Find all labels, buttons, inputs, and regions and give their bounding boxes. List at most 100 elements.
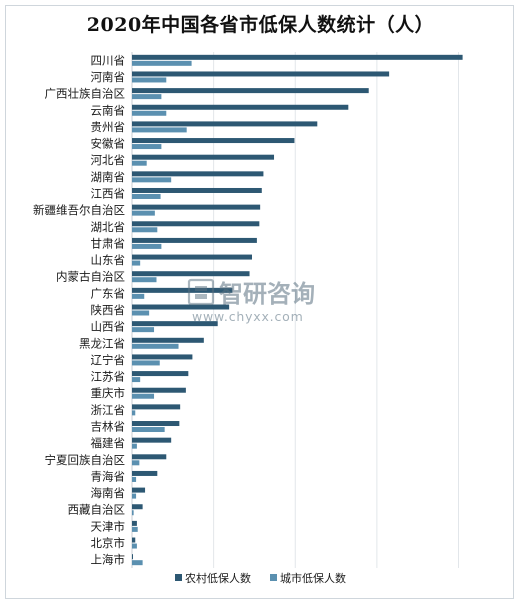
legend-swatch-rural bbox=[175, 574, 182, 581]
bar-urban-13 bbox=[132, 277, 157, 283]
category-label-23: 福建省 bbox=[91, 436, 126, 450]
bar-urban-10 bbox=[132, 227, 158, 233]
category-label-16: 山西省 bbox=[91, 320, 126, 334]
bar-rural-15 bbox=[132, 304, 230, 310]
bar-urban-25 bbox=[132, 476, 137, 482]
category-label-22: 吉林省 bbox=[91, 420, 126, 434]
category-label-26: 海南省 bbox=[91, 486, 126, 500]
bar-urban-2 bbox=[132, 94, 162, 100]
bar-urban-18 bbox=[132, 360, 160, 366]
bar-rural-8 bbox=[132, 187, 262, 193]
bar-urban-5 bbox=[132, 144, 162, 150]
bar-rural-19 bbox=[132, 371, 189, 377]
category-label-3: 云南省 bbox=[91, 103, 126, 117]
category-label-5: 安徽省 bbox=[91, 137, 126, 151]
bar-urban-24 bbox=[132, 460, 140, 466]
category-label-14: 广东省 bbox=[91, 286, 126, 300]
bar-urban-19 bbox=[132, 377, 141, 383]
legend: 农村低保人数 城市低保人数 bbox=[175, 571, 346, 585]
bar-rural-28 bbox=[132, 520, 137, 526]
bar-rural-5 bbox=[132, 138, 295, 144]
watermark: 智研咨询 www.chyxx.com bbox=[187, 278, 315, 324]
bar-urban-9 bbox=[132, 210, 155, 216]
bars bbox=[132, 54, 463, 566]
bar-urban-29 bbox=[132, 543, 137, 549]
bar-rural-29 bbox=[132, 537, 136, 543]
category-label-28: 天津市 bbox=[91, 519, 126, 533]
bar-urban-14 bbox=[132, 293, 145, 299]
bar-urban-27 bbox=[132, 510, 134, 516]
bar-rural-25 bbox=[132, 470, 158, 476]
bar-rural-27 bbox=[132, 504, 143, 510]
bar-urban-20 bbox=[132, 393, 155, 399]
bar-urban-21 bbox=[132, 410, 136, 416]
legend-label-rural: 农村低保人数 bbox=[185, 571, 251, 585]
legend-label-urban: 城市低保人数 bbox=[280, 571, 346, 585]
category-label-19: 江苏省 bbox=[91, 370, 126, 384]
bar-urban-12 bbox=[132, 260, 141, 266]
bar-rural-1 bbox=[132, 71, 390, 77]
category-label-15: 陕西省 bbox=[91, 303, 126, 317]
category-label-30: 上海市 bbox=[91, 553, 126, 567]
chart-frame bbox=[5, 5, 514, 599]
category-label-27: 西藏自治区 bbox=[68, 503, 126, 517]
chart-title: 2020年中国各省市低保人数统计（人） bbox=[86, 14, 435, 36]
bar-urban-16 bbox=[132, 327, 155, 333]
bar-urban-15 bbox=[132, 310, 150, 316]
watermark-url: www.chyxx.com bbox=[192, 309, 304, 324]
bar-urban-7 bbox=[132, 177, 172, 183]
bar-urban-1 bbox=[132, 77, 167, 83]
bar-urban-11 bbox=[132, 243, 162, 249]
category-labels: 四川省河南省广西壮族自治区云南省贵州省安徽省河北省湖南省江西省新疆维吾尔自治区湖… bbox=[33, 53, 125, 566]
bar-rural-18 bbox=[132, 354, 193, 360]
category-label-20: 重庆市 bbox=[91, 386, 126, 400]
bar-urban-28 bbox=[132, 526, 138, 532]
bar-urban-3 bbox=[132, 110, 167, 116]
bar-urban-17 bbox=[132, 343, 179, 349]
category-label-18: 辽宁省 bbox=[91, 353, 126, 367]
gridlines bbox=[131, 52, 460, 568]
bar-urban-26 bbox=[132, 493, 137, 499]
category-label-17: 黑龙江省 bbox=[79, 336, 125, 350]
category-label-21: 浙江省 bbox=[91, 403, 126, 417]
category-label-6: 河北省 bbox=[91, 153, 126, 167]
bar-urban-30 bbox=[132, 560, 143, 566]
legend-swatch-urban bbox=[270, 574, 277, 581]
bar-rural-12 bbox=[132, 254, 252, 260]
bar-rural-23 bbox=[132, 437, 172, 443]
category-label-10: 湖北省 bbox=[91, 220, 126, 234]
category-label-12: 山东省 bbox=[91, 253, 126, 267]
bar-urban-0 bbox=[132, 60, 192, 66]
bar-rural-22 bbox=[132, 421, 180, 427]
bar-rural-6 bbox=[132, 154, 275, 160]
category-label-4: 贵州省 bbox=[91, 120, 126, 134]
bar-rural-7 bbox=[132, 171, 264, 177]
watermark-logo bbox=[187, 278, 215, 306]
category-label-2: 广西壮族自治区 bbox=[45, 87, 126, 101]
bar-urban-22 bbox=[132, 427, 165, 433]
category-label-9: 新疆维吾尔自治区 bbox=[33, 203, 125, 217]
category-label-25: 青海省 bbox=[91, 469, 126, 483]
category-label-13: 内蒙古自治区 bbox=[56, 270, 125, 284]
bar-rural-14 bbox=[132, 287, 233, 293]
bar-rural-10 bbox=[132, 221, 260, 227]
category-label-0: 四川省 bbox=[91, 53, 126, 67]
category-label-11: 甘肃省 bbox=[91, 236, 126, 250]
bar-rural-9 bbox=[132, 204, 261, 210]
category-label-7: 湖南省 bbox=[91, 170, 126, 184]
bar-rural-20 bbox=[132, 387, 186, 393]
category-label-29: 北京市 bbox=[91, 536, 126, 550]
bar-rural-24 bbox=[132, 454, 167, 460]
category-label-24: 宁夏回族自治区 bbox=[45, 453, 126, 467]
bar-rural-21 bbox=[132, 404, 181, 410]
watermark-brand: 智研咨询 bbox=[219, 280, 315, 308]
bar-rural-11 bbox=[132, 237, 257, 243]
bar-rural-30 bbox=[132, 554, 133, 560]
bar-urban-6 bbox=[132, 160, 147, 166]
bar-rural-0 bbox=[132, 54, 463, 60]
bar-rural-16 bbox=[132, 321, 218, 327]
bar-urban-23 bbox=[132, 443, 137, 449]
bar-urban-4 bbox=[132, 127, 187, 133]
bar-urban-8 bbox=[132, 193, 161, 199]
